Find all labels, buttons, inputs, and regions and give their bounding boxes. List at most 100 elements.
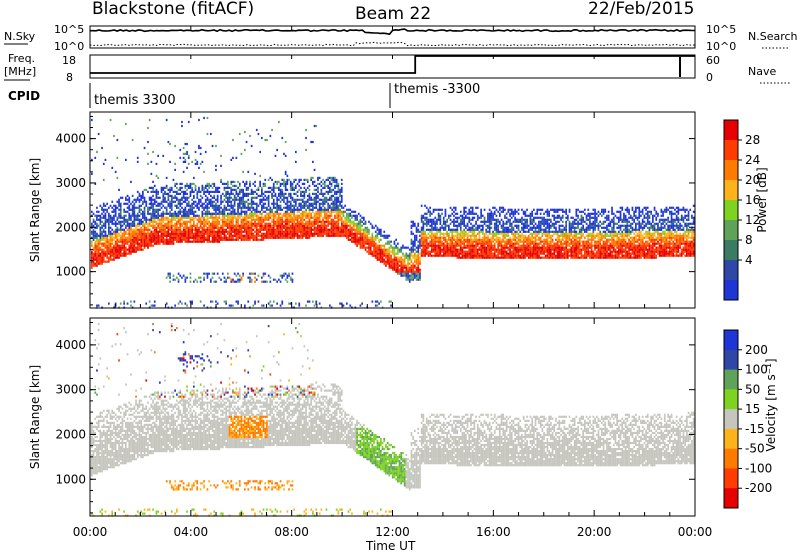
heat-cell <box>371 250 374 253</box>
heat-cell <box>113 218 115 221</box>
heat-cell <box>147 162 149 165</box>
heat-cell <box>279 206 282 209</box>
heat-cell <box>368 228 370 231</box>
heat-cell <box>361 232 363 235</box>
heat-cell <box>478 216 481 219</box>
heat-cell <box>191 186 193 189</box>
heat-cell <box>284 180 287 183</box>
heat-cell <box>230 238 233 241</box>
heat-cell <box>130 224 132 227</box>
heat-cell <box>213 212 216 215</box>
heat-cell <box>211 214 214 217</box>
heat-cell <box>114 204 117 207</box>
heat-cell <box>325 220 328 223</box>
heat-cell <box>184 184 187 187</box>
heat-cell <box>432 208 435 211</box>
heat-cell <box>218 228 221 231</box>
heat-cell <box>330 228 333 231</box>
heat-cell <box>295 160 297 163</box>
heat-cell <box>189 228 192 231</box>
heat-cell <box>335 214 338 217</box>
heat-cell <box>199 204 202 207</box>
heat-cell <box>228 218 231 221</box>
heat-cell <box>340 232 343 235</box>
heat-cell <box>298 304 301 307</box>
heat-cell <box>147 140 149 144</box>
heat-cell <box>448 246 450 249</box>
heat-cell <box>179 220 182 223</box>
heat-cell <box>138 228 141 231</box>
heat-cell <box>153 218 156 221</box>
heat-cell <box>320 230 323 233</box>
heat-cell <box>424 232 426 235</box>
heat-cell <box>193 200 195 203</box>
heat-cell <box>101 258 103 261</box>
heat-cell <box>238 234 241 237</box>
heat-cell <box>414 234 416 237</box>
heat-cell <box>164 200 166 203</box>
heat-cell <box>255 202 258 205</box>
heat-cell <box>478 232 481 235</box>
heat-cell <box>227 198 229 201</box>
heat-cell <box>335 210 338 213</box>
heat-cell <box>303 200 306 203</box>
heat-cell <box>123 222 125 225</box>
heat-cell <box>266 212 268 215</box>
heat-cell <box>488 208 491 211</box>
heat-cell <box>298 230 301 233</box>
heat-cell <box>133 206 136 209</box>
heat-cell <box>490 216 493 219</box>
heat-cell <box>272 194 275 197</box>
heat-cell <box>289 188 292 191</box>
heat-cell <box>454 244 457 247</box>
heat-cell <box>267 204 270 207</box>
heat-cell <box>170 218 173 221</box>
heat-cell <box>334 208 336 211</box>
heat-cell <box>369 242 372 245</box>
heat-cell <box>113 134 115 138</box>
heat-cell <box>267 222 270 225</box>
heat-cell <box>96 260 98 263</box>
heat-cell <box>281 300 284 303</box>
heat-cell <box>218 214 221 217</box>
heat-cell <box>271 128 273 132</box>
heat-cell <box>315 196 318 199</box>
heat-cell <box>288 206 290 209</box>
heat-cell <box>261 222 263 225</box>
heat-cell <box>245 192 248 195</box>
heat-cell <box>436 208 438 211</box>
heat-cell <box>184 192 187 195</box>
heat-cell <box>463 234 465 237</box>
heat-cell <box>456 250 459 253</box>
heat-cell <box>325 224 328 227</box>
heat-cell <box>330 212 333 215</box>
heat-cell <box>94 262 97 265</box>
heat-cell <box>342 212 345 215</box>
heat-cell <box>278 208 280 211</box>
heat-cell <box>434 226 437 229</box>
heat-cell <box>221 210 224 213</box>
heat-cell <box>186 238 188 241</box>
heat-cell <box>245 238 248 241</box>
heat-cell <box>422 254 425 257</box>
heat-cell <box>276 196 278 199</box>
heat-cell <box>227 236 229 239</box>
heat-cell <box>485 246 488 249</box>
heat-cell <box>181 214 183 217</box>
heat-cell <box>306 228 309 231</box>
heat-cell <box>459 248 462 251</box>
heat-cell <box>422 240 425 243</box>
heat-cell <box>237 238 239 241</box>
heat-cell <box>218 220 221 223</box>
heat-cell <box>125 240 127 243</box>
heat-cell <box>220 238 222 241</box>
heat-cell <box>143 146 146 150</box>
heat-cell <box>381 248 384 251</box>
heat-cell <box>306 226 309 229</box>
heat-cell <box>199 200 202 203</box>
heat-cell <box>123 234 125 237</box>
heat-cell <box>123 252 125 255</box>
heat-cell <box>410 252 413 255</box>
heat-cell <box>317 218 319 221</box>
heat-cell <box>223 230 226 233</box>
